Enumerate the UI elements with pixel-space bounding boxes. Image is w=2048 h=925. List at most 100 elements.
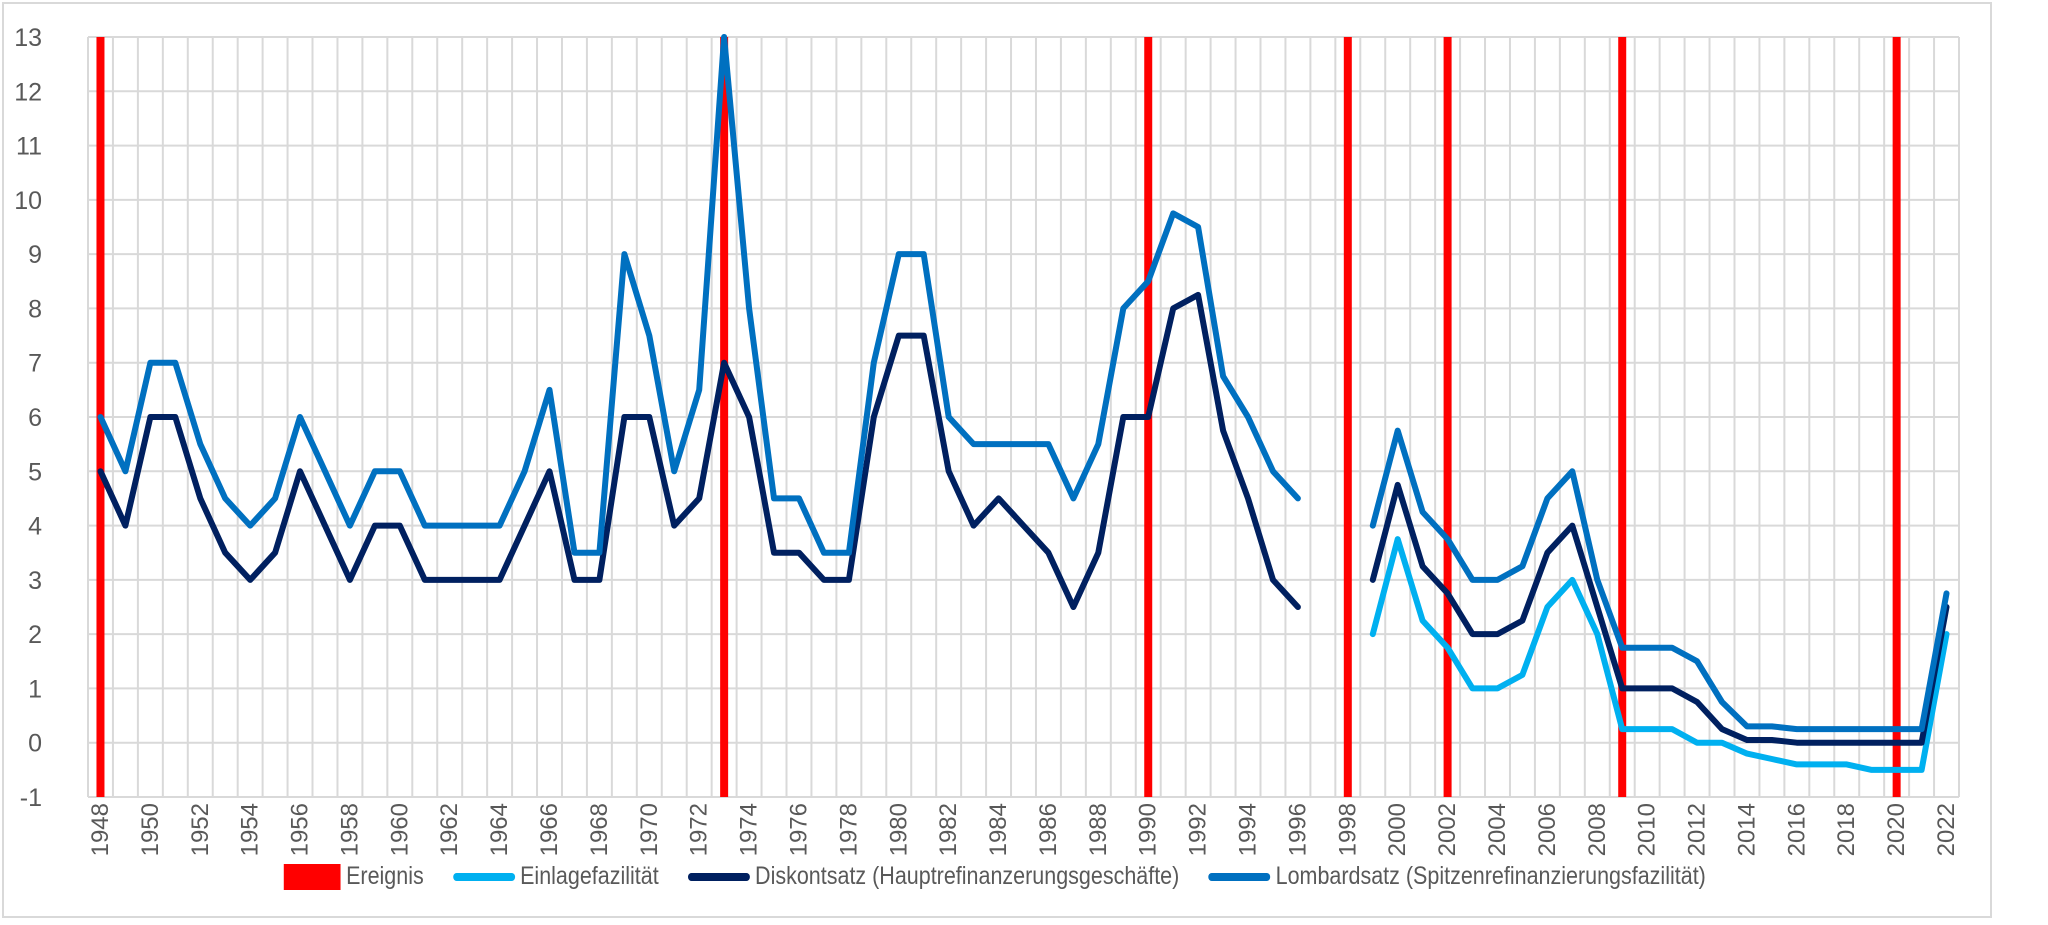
legend: Ereignis Einlagefazilität Diskontsatz (H… bbox=[139, 862, 1850, 891]
data-point bbox=[1472, 579, 1474, 581]
data-point bbox=[1521, 674, 1523, 676]
data-point bbox=[1546, 606, 1548, 608]
data-point bbox=[1072, 497, 1074, 499]
y-tick-label: 10 bbox=[14, 187, 42, 215]
data-point bbox=[1397, 430, 1399, 432]
data-point bbox=[1097, 552, 1099, 554]
series-line-0 bbox=[1369, 536, 1950, 773]
y-tick-label: 12 bbox=[14, 78, 42, 106]
x-tick-label: 2016 bbox=[1783, 803, 1810, 856]
data-point bbox=[1397, 538, 1399, 540]
data-point bbox=[1147, 416, 1149, 418]
data-point bbox=[449, 525, 451, 527]
data-point bbox=[623, 416, 625, 418]
data-point bbox=[1272, 470, 1274, 472]
data-point bbox=[798, 552, 800, 554]
data-point bbox=[1023, 525, 1024, 527]
data-point bbox=[1122, 416, 1124, 418]
data-point bbox=[1521, 565, 1523, 567]
x-tick-label: 1960 bbox=[386, 803, 413, 856]
data-point bbox=[1846, 742, 1848, 744]
legend-label: Lombardsatz (Spitzenrefinanzierungsfazil… bbox=[1275, 862, 1706, 890]
data-point bbox=[1496, 579, 1498, 581]
data-point bbox=[948, 416, 950, 418]
data-point bbox=[1671, 687, 1673, 689]
x-tick-label: 1974 bbox=[736, 803, 763, 856]
data-point bbox=[723, 36, 725, 38]
data-point bbox=[424, 525, 426, 527]
x-tick-label: 2012 bbox=[1684, 803, 1711, 856]
data-point bbox=[748, 416, 750, 418]
data-point bbox=[1097, 443, 1099, 445]
data-point bbox=[1796, 763, 1798, 765]
data-point bbox=[549, 389, 551, 391]
x-tick-label: 1986 bbox=[1035, 803, 1062, 856]
data-point bbox=[1946, 592, 1948, 594]
x-tick-label: 2018 bbox=[1833, 803, 1860, 856]
data-point bbox=[1596, 579, 1598, 581]
legend-item-diskont: Diskontsatz (Hauptrefinanzerungsgeschäft… bbox=[687, 862, 1179, 891]
data-point bbox=[1047, 443, 1049, 445]
data-point bbox=[823, 552, 825, 554]
data-point bbox=[1272, 579, 1274, 581]
data-point bbox=[1147, 280, 1149, 282]
x-tick-label: 1972 bbox=[686, 803, 713, 856]
data-point bbox=[1222, 430, 1224, 432]
data-point bbox=[1023, 443, 1024, 445]
data-point bbox=[1746, 725, 1748, 727]
data-point bbox=[1122, 307, 1124, 309]
data-point bbox=[499, 525, 501, 527]
data-point bbox=[1696, 660, 1698, 662]
y-tick-label: 4 bbox=[28, 513, 42, 541]
data-point bbox=[1871, 728, 1873, 730]
data-point bbox=[1197, 294, 1199, 296]
data-point bbox=[1796, 742, 1798, 744]
data-point bbox=[1921, 742, 1923, 744]
data-point bbox=[249, 525, 251, 527]
data-point bbox=[124, 470, 126, 472]
data-point bbox=[848, 552, 850, 554]
x-tick-label: 2022 bbox=[1933, 803, 1960, 856]
data-point bbox=[324, 525, 326, 527]
x-tick-label: 1988 bbox=[1085, 803, 1112, 856]
y-tick-label: 0 bbox=[28, 730, 42, 758]
y-tick-label: 2 bbox=[28, 621, 42, 649]
data-point bbox=[1247, 497, 1249, 499]
data-point bbox=[324, 470, 326, 472]
legend-label: Ereignis bbox=[346, 862, 424, 890]
x-tick-label: 1948 bbox=[87, 803, 114, 856]
x-tick-label: 2020 bbox=[1883, 803, 1910, 856]
data-point bbox=[1447, 647, 1449, 649]
data-point bbox=[973, 443, 975, 445]
data-point bbox=[1746, 753, 1748, 755]
data-point bbox=[1646, 728, 1648, 730]
data-point bbox=[549, 470, 551, 472]
x-tick-label: 2002 bbox=[1434, 803, 1461, 856]
data-point bbox=[1671, 728, 1673, 730]
data-point bbox=[1721, 701, 1723, 703]
data-point bbox=[374, 525, 376, 527]
legend-item-events: Ereignis bbox=[284, 862, 424, 891]
x-tick-label: 2008 bbox=[1584, 803, 1611, 856]
data-point bbox=[1846, 728, 1848, 730]
legend-item-einlage: Einlagefazilität bbox=[452, 862, 659, 891]
x-tick-label: 1992 bbox=[1185, 803, 1212, 856]
data-point bbox=[573, 579, 575, 581]
data-point bbox=[299, 470, 301, 472]
data-point bbox=[1197, 226, 1199, 228]
x-tick-label: 2006 bbox=[1534, 803, 1561, 856]
data-point bbox=[1571, 525, 1573, 527]
legend-item-lombard: Lombardsatz (Spitzenrefinanzierungsfazil… bbox=[1208, 862, 1706, 891]
data-point bbox=[1546, 497, 1548, 499]
data-point bbox=[1596, 606, 1598, 608]
data-point bbox=[898, 253, 900, 255]
data-point bbox=[1372, 633, 1374, 635]
data-point bbox=[798, 497, 800, 499]
data-point bbox=[698, 497, 700, 499]
y-tick-label: -1 bbox=[20, 784, 42, 812]
data-point bbox=[873, 362, 875, 364]
legend-swatch-events bbox=[284, 863, 341, 890]
x-tick-label: 2010 bbox=[1634, 803, 1661, 856]
data-point bbox=[1896, 769, 1898, 771]
